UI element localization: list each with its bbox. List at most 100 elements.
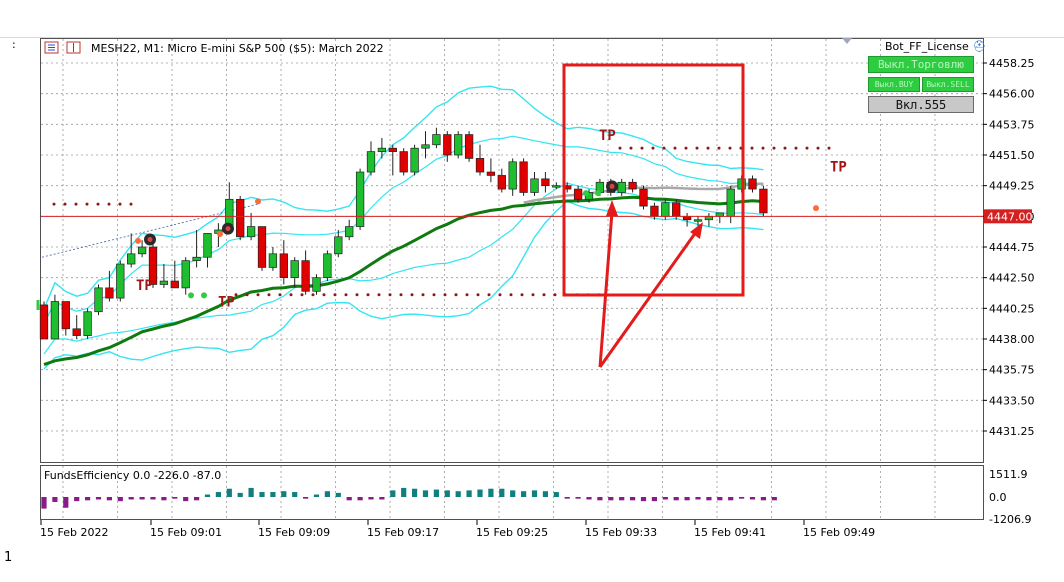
candle-body <box>726 188 735 217</box>
buy-off-button[interactable]: Выкл.BUY <box>868 77 920 92</box>
histogram-bar <box>651 497 657 502</box>
indicator-histogram: FundsEfficiency 0.0 -226.0 -87.0 <box>41 469 777 509</box>
stop-dot <box>366 293 370 297</box>
corner-mark: : <box>12 38 16 51</box>
stop-dot <box>816 146 820 150</box>
time-tick-label: 15 Feb 09:01 <box>150 526 222 539</box>
candle-body <box>83 311 92 336</box>
stop-dot <box>399 293 403 297</box>
stop-dot <box>278 293 282 297</box>
candle-body <box>388 147 397 152</box>
price-axis[interactable]: 4458.25 4456.00 4453.75 4451.50 4449.25 4447.… <box>983 57 1035 438</box>
candle-body <box>181 260 190 289</box>
stop-dot <box>344 293 348 297</box>
histogram-bar <box>488 488 494 497</box>
stop-dot <box>640 146 644 150</box>
candle-body <box>323 253 332 279</box>
stop-dot <box>388 293 392 297</box>
stop-dot <box>107 202 111 206</box>
candle-body <box>410 147 419 173</box>
histogram-bar <box>586 497 592 500</box>
entry-marker-dot <box>609 183 615 189</box>
stop-dot <box>355 293 359 297</box>
candle-body <box>399 151 408 173</box>
stop-dot <box>651 146 655 150</box>
histogram-bar <box>379 497 385 500</box>
time-tick-label: 15 Feb 2022 <box>40 526 108 539</box>
current-price-label: 4447.00 <box>987 210 1033 223</box>
time-tick-label: 15 Feb 09:25 <box>476 526 548 539</box>
candle-body <box>454 134 463 156</box>
candle-body <box>650 205 659 217</box>
candle-body <box>497 175 506 190</box>
signal-dot <box>583 190 589 197</box>
on-555-button[interactable]: Вкл.555 <box>868 96 974 113</box>
histogram-bar <box>303 497 309 499</box>
histogram-bar <box>608 497 614 501</box>
trade-markers: TP TP TP TP <box>135 128 847 310</box>
histogram-bar <box>139 497 145 500</box>
histogram-bar <box>422 490 429 497</box>
symbol-info: MESH22, M1: Micro E-mini S&P 500 ($5): M… <box>91 42 384 55</box>
current-price-tag <box>984 209 1032 224</box>
stop-dot <box>454 293 458 297</box>
time-tick-label: 15 Feb 09:17 <box>367 526 439 539</box>
histogram-bar <box>390 490 396 497</box>
trade-off-button[interactable]: Выкл.Торговлю <box>868 56 974 73</box>
candle-body <box>421 144 430 149</box>
histogram-bar <box>204 494 211 497</box>
candle-body <box>192 256 201 261</box>
signal-dot <box>217 231 223 238</box>
stop-dot <box>256 293 260 297</box>
histogram-bar <box>313 494 320 497</box>
stop-dot <box>761 146 765 150</box>
stop-dot <box>542 293 546 297</box>
stop-dot <box>421 293 425 297</box>
histogram-bar <box>215 492 221 497</box>
histogram-bar <box>662 497 668 500</box>
candle-body <box>443 134 452 156</box>
candle-body <box>508 161 517 190</box>
tp-label: TP <box>136 278 153 294</box>
candle-body <box>672 202 681 217</box>
histogram-bar <box>292 492 298 497</box>
stop-dot <box>498 293 502 297</box>
signal-dot <box>255 198 261 205</box>
candle-body <box>759 188 768 214</box>
price-tick-label: 4451.50 <box>989 149 1035 162</box>
histogram-bar <box>521 491 527 497</box>
page-number: 1 <box>4 550 13 565</box>
stop-dot <box>377 293 381 297</box>
candle-body <box>148 246 158 285</box>
sell-off-button[interactable]: Выкл.SELL <box>922 77 974 92</box>
scroll-marker-icon <box>842 38 852 44</box>
candle-body <box>72 328 81 336</box>
signal-dot <box>595 190 601 197</box>
candle-body <box>279 253 288 279</box>
price-tick-label: 4433.50 <box>989 394 1035 407</box>
time-axis[interactable]: 15 Feb 2022 15 Feb 09:01 15 Feb 09:09 15 Fe… <box>40 520 875 539</box>
candle-body <box>137 246 147 255</box>
histogram-bar <box>510 490 516 497</box>
main-chart-panel[interactable] <box>40 38 984 463</box>
candle-body <box>301 260 310 292</box>
histogram-bar <box>433 489 439 497</box>
histogram-bar <box>183 497 189 502</box>
price-tick-label: 4444.75 <box>989 241 1035 254</box>
candle-body <box>704 215 714 221</box>
entry-marker-dot <box>147 237 153 243</box>
stop-dot <box>245 293 249 297</box>
stop-dot <box>300 293 304 297</box>
histogram-bar <box>630 497 636 501</box>
candle-body <box>639 188 648 207</box>
candle-body <box>661 202 670 217</box>
price-tick-label: 4453.75 <box>989 118 1035 131</box>
stop-dot <box>322 293 326 297</box>
tp-label: TP <box>830 159 847 175</box>
stop-dot <box>684 146 688 150</box>
stop-dot <box>772 146 776 150</box>
candle-body <box>486 171 496 176</box>
histogram-bar <box>444 490 450 497</box>
candle-body <box>159 280 169 285</box>
